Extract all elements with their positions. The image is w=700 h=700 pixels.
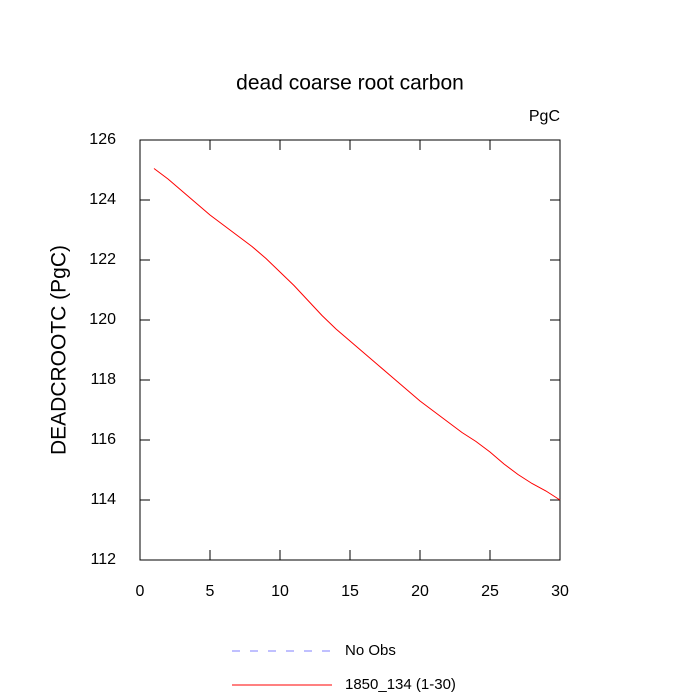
y-axis-label: DEADCROOTC (PgC) <box>48 245 71 455</box>
x-tick-label: 0 <box>136 583 145 600</box>
y-tick-label: 112 <box>90 551 116 568</box>
x-tick-label: 30 <box>551 583 569 600</box>
x-tick-label: 25 <box>481 583 499 600</box>
y-tick-label: 116 <box>90 431 116 448</box>
y-tick-label: 124 <box>89 191 116 208</box>
y-tick-label: 122 <box>89 251 116 268</box>
y-tick-label: 120 <box>89 311 116 328</box>
legend-label: No Obs <box>345 642 396 659</box>
y-tick-label: 126 <box>89 131 116 148</box>
chart-title: dead coarse root carbon <box>236 72 464 95</box>
x-tick-label: 15 <box>341 583 359 600</box>
data-line <box>153 168 561 501</box>
units-label: PgC <box>529 108 560 125</box>
x-tick-label: 5 <box>206 583 215 600</box>
plot-frame <box>139 139 561 561</box>
y-tick-label: 114 <box>90 491 116 508</box>
y-tick-label: 118 <box>90 371 116 388</box>
x-tick-label: 20 <box>411 583 429 600</box>
legend-label: 1850_134 (1-30) <box>345 676 456 693</box>
x-tick-label: 10 <box>271 583 289 600</box>
